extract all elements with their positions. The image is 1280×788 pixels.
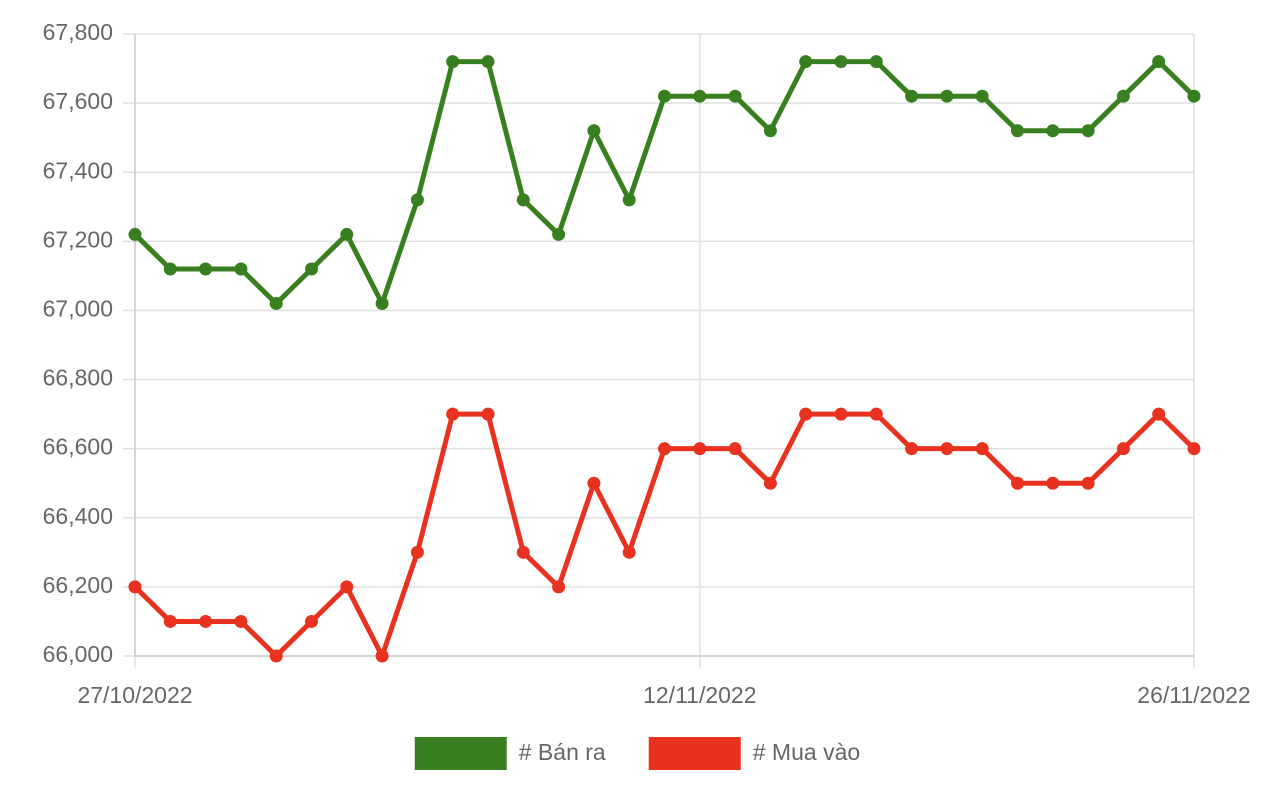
y-tick-label: 66,000 (43, 641, 113, 667)
data-point (375, 297, 389, 311)
data-point (1011, 476, 1024, 490)
data-point (799, 407, 813, 421)
data-point (1116, 89, 1130, 103)
data-point (199, 614, 213, 628)
x-tick-label: 27/10/2022 (77, 682, 192, 708)
data-point (869, 55, 883, 69)
data-point (410, 545, 424, 559)
data-point (975, 89, 989, 103)
y-tick-label: 67,400 (43, 157, 113, 183)
series (128, 407, 1201, 663)
data-point (658, 89, 671, 103)
data-point (622, 193, 636, 207)
data-point (658, 442, 671, 456)
data-point (799, 55, 813, 69)
y-tick-label: 66,600 (43, 434, 113, 460)
data-point (234, 614, 248, 628)
data-point (269, 297, 283, 311)
data-point (163, 614, 177, 628)
legend-label: # Bán ra (519, 739, 606, 765)
y-tick-label: 66,800 (43, 365, 113, 391)
data-point (340, 227, 354, 241)
data-point (1116, 442, 1130, 456)
data-point (1046, 124, 1060, 138)
data-point (905, 89, 919, 103)
legend-swatch (414, 737, 507, 770)
data-point (481, 407, 495, 421)
data-point (446, 55, 460, 69)
data-point (763, 476, 777, 490)
legend-label: # Mua vào (753, 739, 860, 765)
data-point (516, 545, 530, 559)
x-tick-label: 12/11/2022 (643, 682, 756, 708)
data-point (410, 193, 424, 207)
data-point (1187, 89, 1201, 103)
data-point (728, 442, 742, 456)
data-point (587, 124, 601, 138)
y-tick-label: 66,200 (43, 572, 113, 598)
data-point (728, 89, 742, 103)
data-point (269, 649, 283, 663)
data-point (234, 262, 248, 276)
data-point (834, 407, 848, 421)
data-point (940, 442, 954, 456)
data-point (305, 262, 318, 276)
data-point (446, 407, 460, 421)
data-point (1081, 124, 1095, 138)
data-point (940, 89, 954, 103)
y-tick-label: 66,400 (43, 503, 113, 529)
data-point (552, 580, 566, 594)
data-point (516, 193, 530, 207)
data-point (869, 407, 883, 421)
data-point (763, 124, 777, 138)
data-point (340, 580, 354, 594)
data-point (834, 55, 848, 69)
data-point (905, 442, 919, 456)
x-tick-label: 26/11/2022 (1137, 682, 1250, 708)
data-point (587, 476, 601, 490)
data-point (128, 580, 142, 594)
y-tick-label: 67,800 (43, 19, 113, 45)
y-tick-label: 67,200 (43, 226, 113, 252)
data-point (128, 227, 142, 241)
data-point (975, 442, 989, 456)
y-tick-label: 67,000 (43, 296, 113, 322)
data-point (1011, 124, 1024, 138)
data-point (622, 545, 636, 559)
data-point (552, 227, 566, 241)
series (128, 55, 1201, 311)
data-point (199, 262, 213, 276)
data-point (693, 89, 707, 103)
data-point (1081, 476, 1095, 490)
y-tick-label: 67,600 (43, 88, 113, 114)
legend-swatch (648, 737, 741, 770)
data-point (481, 55, 495, 69)
data-point (1046, 476, 1060, 490)
data-point (693, 442, 707, 456)
data-point (1187, 442, 1201, 456)
data-point (375, 649, 389, 663)
data-point (1152, 55, 1166, 69)
data-point (163, 262, 177, 276)
data-point (1152, 407, 1166, 421)
data-point (305, 614, 318, 628)
